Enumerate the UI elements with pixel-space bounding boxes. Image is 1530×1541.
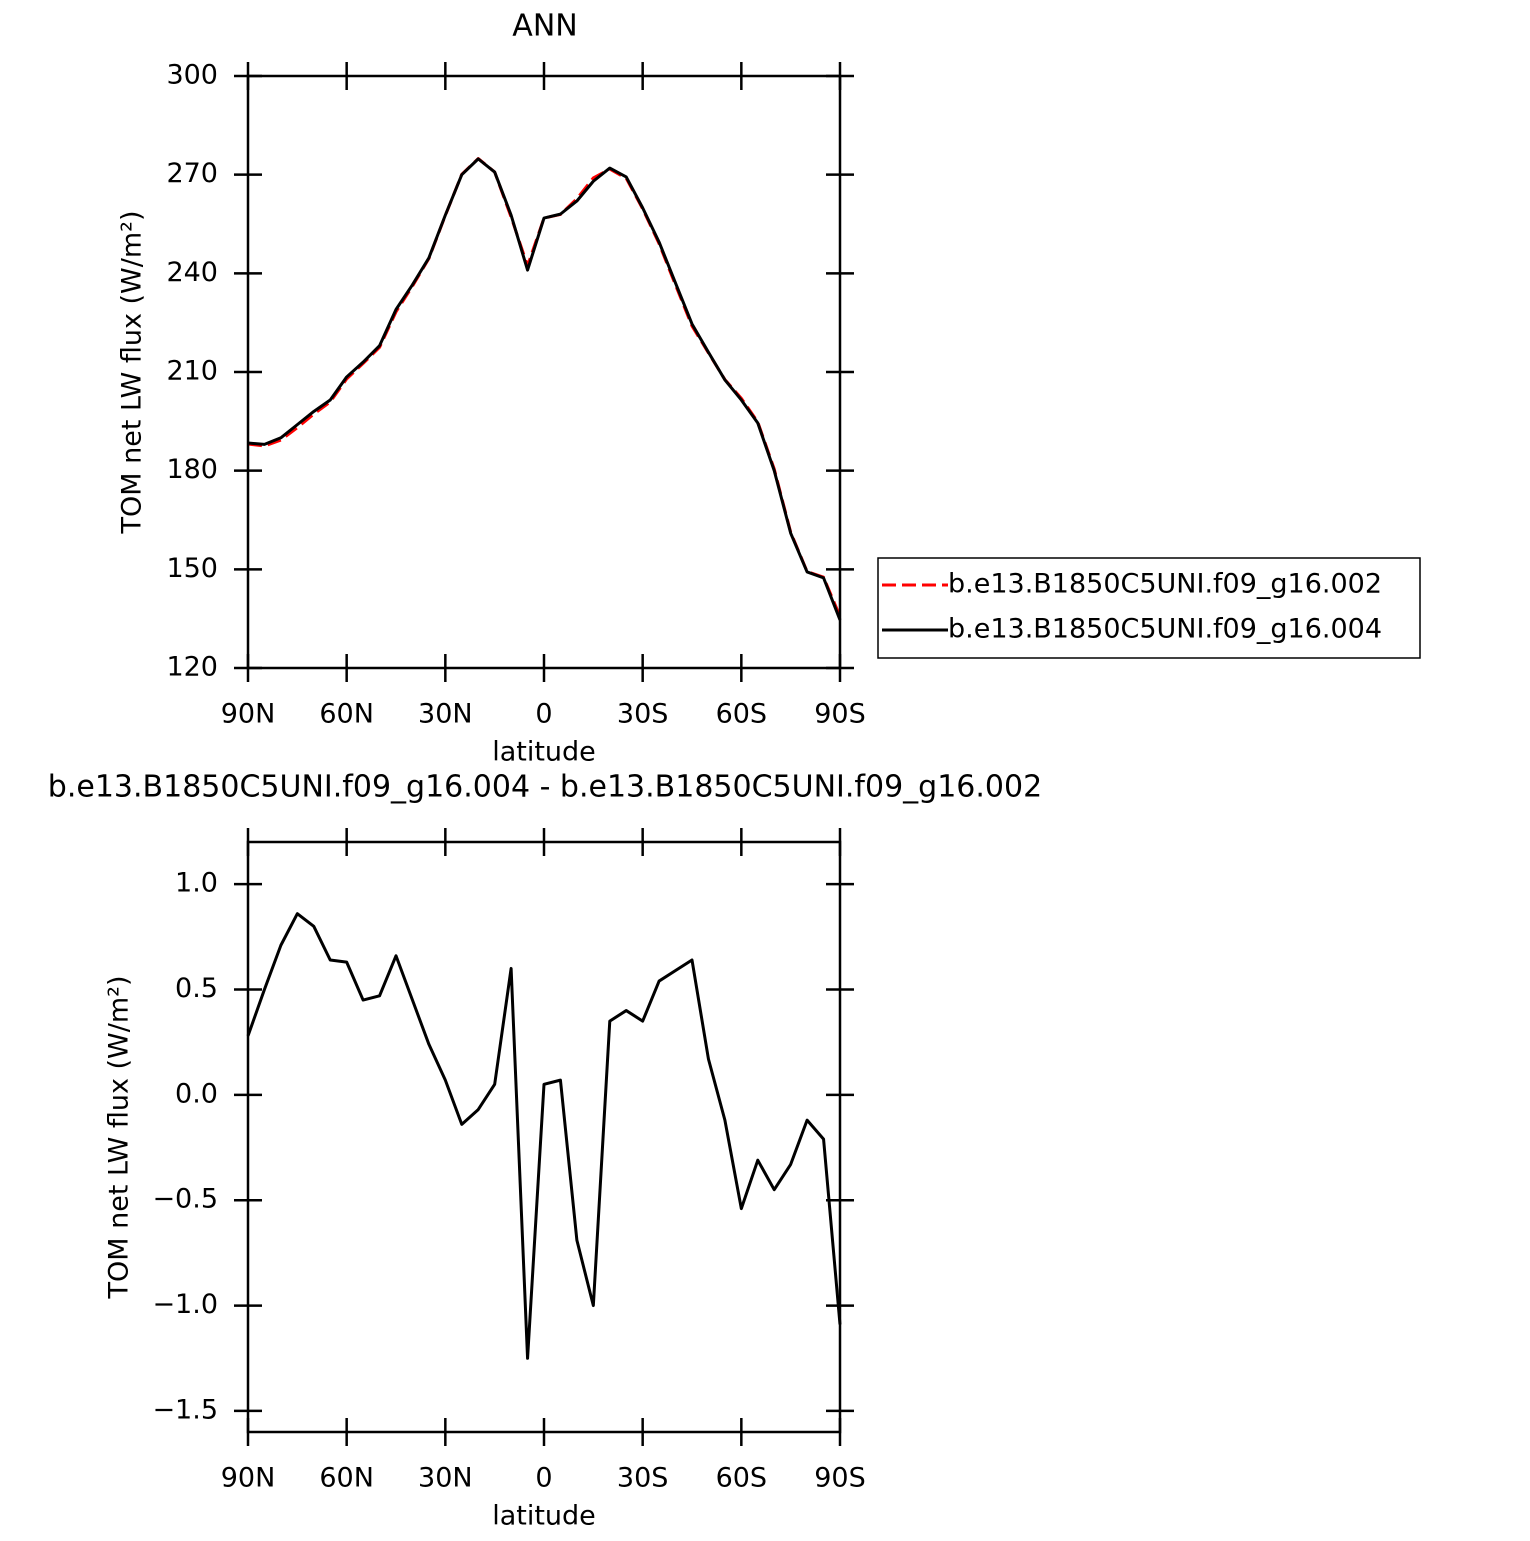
x-tick-label: 60S [716, 699, 768, 730]
x-tick-label: 90S [814, 1463, 866, 1494]
x-axis-label: latitude [492, 737, 596, 768]
y-tick-label: −0.5 [152, 1184, 218, 1215]
y-tick-label: 240 [166, 257, 218, 288]
x-tick-label: 0 [535, 1463, 552, 1494]
x-tick-label: 90N [221, 699, 276, 730]
y-axis-label: TOM net LW flux (W/m²) [104, 975, 135, 1299]
x-tick-label: 30S [617, 1463, 669, 1494]
y-tick-label: 150 [166, 553, 218, 584]
plot-frame [246, 74, 842, 670]
x-tick-label: 90N [221, 1463, 276, 1494]
y-tick-label: 0.0 [175, 1078, 218, 1109]
data-line [246, 912, 842, 1360]
x-tick-label: 30N [418, 1463, 473, 1494]
x-tick-label: 30N [418, 699, 473, 730]
x-tick-label: 60S [716, 1463, 768, 1494]
x-tick-label: 90S [814, 699, 866, 730]
x-tick-label: 30S [617, 699, 669, 730]
y-tick-label: 180 [166, 454, 218, 485]
legend-label: b.e13.B1850C5UNI.f09_g16.002 [948, 569, 1382, 600]
legend-box [877, 557, 1421, 659]
y-tick-label: 1.0 [175, 868, 218, 899]
y-tick-label: −1.0 [152, 1289, 218, 1320]
x-tick-label: 0 [535, 699, 552, 730]
y-tick-label: 210 [166, 356, 218, 387]
data-line [247, 157, 842, 617]
x-tick-label: 60N [319, 1463, 374, 1494]
y-tick-label: −1.5 [152, 1394, 218, 1425]
chart-title: b.e13.B1850C5UNI.f09_g16.004 - b.e13.B18… [48, 770, 1042, 805]
y-tick-label: 120 [166, 652, 218, 683]
y-tick-label: 270 [166, 158, 218, 189]
x-tick-label: 60N [319, 699, 374, 730]
plot-frame [246, 840, 842, 1434]
y-tick-label: 0.5 [175, 973, 218, 1004]
chart-title: ANN [512, 9, 577, 44]
x-axis-label: latitude [492, 1501, 596, 1532]
y-axis-label: TOM net LW flux (W/m²) [117, 210, 148, 534]
y-tick-label: 300 [166, 60, 218, 91]
data-line [247, 157, 842, 621]
legend-label: b.e13.B1850C5UNI.f09_g16.004 [948, 614, 1382, 645]
